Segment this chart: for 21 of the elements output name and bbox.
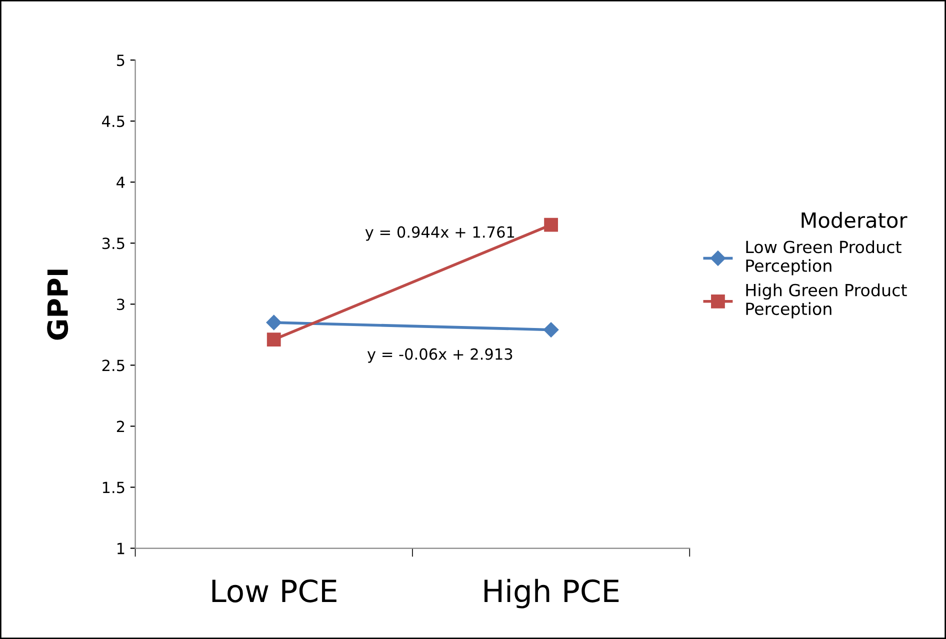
y-axis-title: GPPI — [47, 270, 68, 340]
y-tick-label: 1 — [118, 542, 124, 554]
y-tick-label: 5 — [117, 54, 124, 66]
y-tick-label: 4 — [116, 176, 125, 188]
point — [266, 314, 282, 330]
x-tick-label: High PCE — [484, 578, 619, 608]
point — [266, 332, 281, 347]
legend-title: Moderator — [802, 212, 908, 228]
y-tick-label: 3.5 — [102, 238, 124, 250]
legend-label: High Green Product Perception — [746, 284, 907, 318]
point — [543, 322, 559, 338]
y-tick-label: 1.5 — [102, 482, 124, 494]
y-tick-label: 4.5 — [102, 116, 124, 128]
legend-label: Low Green Product Perception — [746, 240, 902, 276]
y-tick-label: 3 — [117, 298, 124, 310]
y-tick-label: 2 — [116, 420, 124, 432]
annotation: y = 0.944x + 1.761 — [365, 226, 514, 241]
x-tick-label: Low PCE — [212, 579, 336, 602]
annotation: y = -0.06x + 2.913 — [367, 348, 512, 363]
point — [544, 218, 558, 232]
y-tick-label: 2.5 — [102, 360, 124, 372]
